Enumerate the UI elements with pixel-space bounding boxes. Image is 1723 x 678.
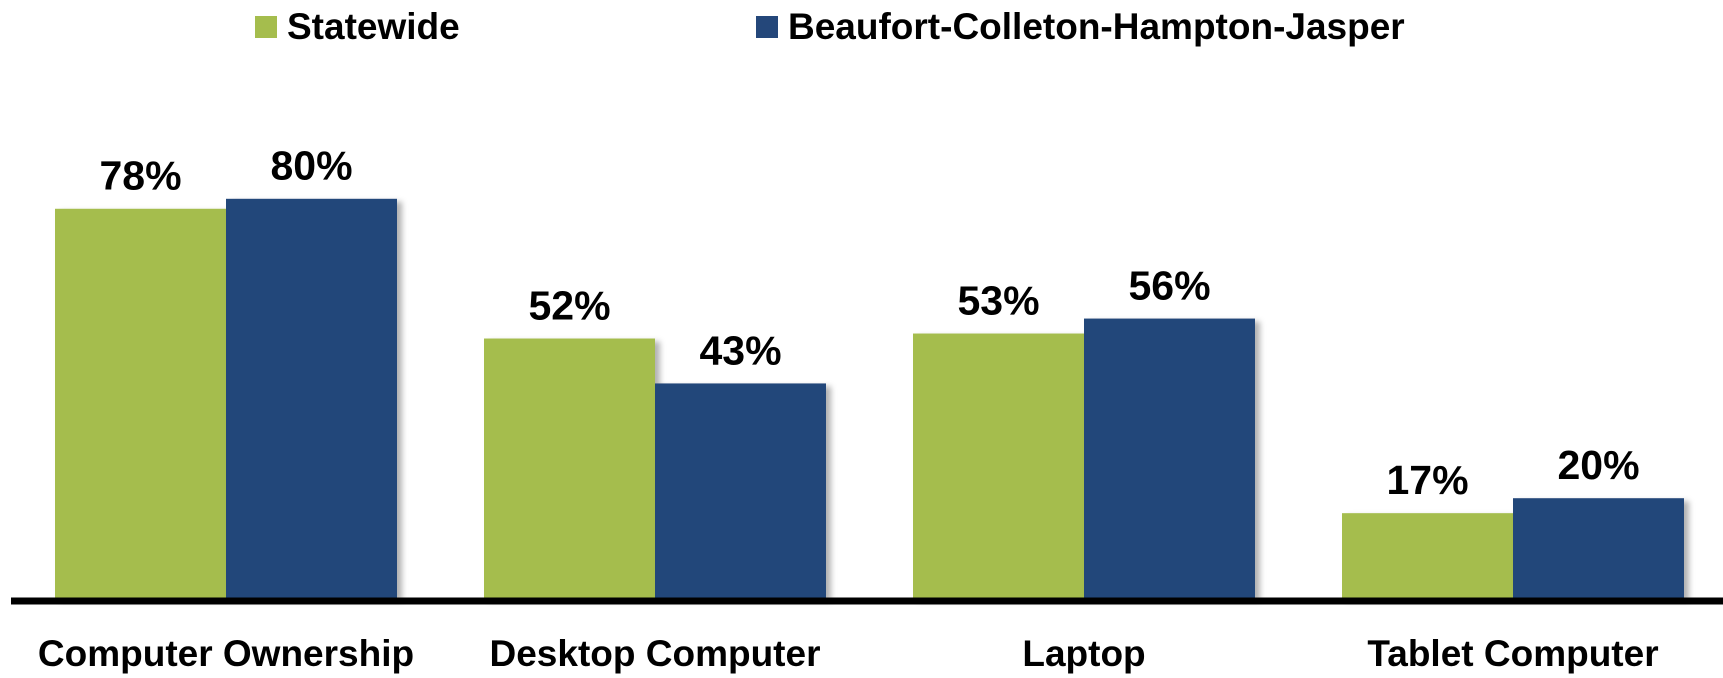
value-label: 43% (699, 327, 781, 373)
value-label: 56% (1128, 262, 1210, 308)
bars: 78% 80% Computer Ownership 52% 43% Desktop Co… (38, 143, 1684, 674)
bar (1084, 318, 1255, 598)
bar (226, 198, 397, 599)
bar (484, 338, 655, 598)
legend-label: Beaufort-Colleton-Hampton-Jasper (788, 6, 1405, 47)
bar (55, 208, 226, 598)
value-label: 78% (99, 153, 181, 199)
x-tick-label: Laptop (1022, 633, 1145, 674)
bar (1342, 513, 1513, 598)
value-label: 20% (1557, 442, 1639, 488)
x-tick-label: Desktop Computer (490, 633, 821, 674)
value-label: 17% (1386, 457, 1468, 503)
legend-swatch (255, 16, 277, 38)
value-label: 53% (957, 277, 1039, 323)
bar (655, 383, 826, 598)
legend: Statewide Beaufort-Colleton-Hampton-Jaspe… (255, 6, 1405, 47)
bar (1513, 498, 1684, 598)
legend-swatch (756, 16, 778, 38)
bar (913, 333, 1084, 598)
x-tick-label: Tablet Computer (1367, 633, 1658, 674)
legend-label: Statewide (287, 6, 460, 47)
value-label: 52% (528, 282, 610, 328)
x-tick-label: Computer Ownership (38, 633, 414, 674)
value-label: 80% (270, 143, 352, 189)
